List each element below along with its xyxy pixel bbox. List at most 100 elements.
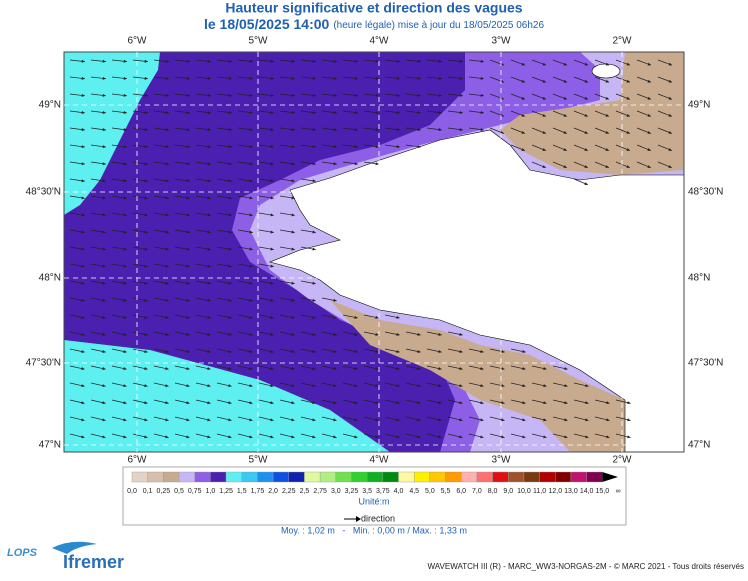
arrow-head [584, 113, 588, 117]
legend-swatch [131, 471, 148, 483]
legend-swatch [147, 471, 164, 483]
arrow-head [626, 148, 630, 151]
arrow-head [647, 79, 652, 83]
arrow-head [333, 59, 337, 63]
arrow-head [207, 128, 211, 132]
legend-swatch [241, 471, 258, 483]
arrow-head [270, 128, 274, 132]
arrow-head [564, 435, 568, 439]
arrow-head [165, 349, 169, 353]
arrow-head [333, 93, 337, 97]
lat-label: 49°N [688, 100, 710, 111]
arrow-head [333, 332, 337, 336]
arrow-head [312, 349, 316, 353]
arrow-head [543, 418, 547, 422]
arrow-head [375, 162, 379, 166]
arrow-head [249, 230, 253, 234]
arrow-head [606, 401, 610, 405]
arrow-head [417, 59, 421, 63]
arrow-head [522, 384, 526, 388]
arrow-head [459, 59, 463, 63]
arrow-head [186, 230, 190, 234]
arrow-head [291, 128, 295, 132]
arrow-head [102, 162, 106, 166]
arrow-head [165, 264, 169, 268]
arrow-head [81, 110, 85, 114]
arrow-head [186, 76, 190, 80]
arrow-head [375, 384, 379, 388]
arrow-head [375, 93, 379, 97]
arrow-head [144, 110, 148, 114]
arrow-head [186, 264, 190, 268]
arrow-head [291, 367, 295, 371]
arrow-head [228, 110, 232, 114]
arrow-head [207, 435, 211, 439]
arrow-head [417, 401, 421, 405]
arrow-head [228, 59, 232, 63]
arrow-head [270, 110, 274, 114]
arrow-head [102, 264, 106, 268]
arrow-head [542, 79, 547, 83]
arrow-head [123, 349, 127, 353]
arrow-head [270, 162, 274, 166]
arrow-head [543, 401, 547, 405]
arrow-head [249, 349, 253, 353]
arrow-head [207, 367, 211, 371]
arrow-head [459, 128, 463, 132]
arrow-head [522, 418, 526, 422]
arrow-head [270, 401, 274, 405]
arrow-head [270, 76, 274, 80]
arrow-head [312, 230, 316, 234]
arrow-head [270, 418, 274, 422]
sea-zone [330, 300, 625, 452]
legend-label: 1,25 [219, 488, 233, 495]
arrow-head [417, 349, 421, 353]
arrow-head [81, 435, 85, 439]
arrow-head [543, 384, 547, 388]
lat-label: 48°30'N [26, 187, 61, 198]
arrow-head [543, 367, 547, 371]
arrow-head [123, 162, 127, 166]
arrow-head [605, 113, 609, 117]
legend-swatch [382, 471, 399, 483]
arrow-head [501, 418, 505, 422]
arrow-head [522, 401, 526, 405]
arrow-head [249, 247, 253, 251]
legend-label: 8,0 [488, 488, 498, 495]
arrow-head [207, 213, 211, 217]
arrow-head [375, 128, 379, 132]
arrow-head [626, 165, 630, 168]
arrow-head [102, 281, 106, 285]
arrow-head [165, 298, 169, 302]
arrow-head [459, 76, 463, 80]
arrow-head [354, 145, 358, 149]
arrow-head [647, 148, 651, 151]
arrow-head [333, 76, 337, 80]
arrow-head [102, 128, 106, 132]
arrow-head [207, 196, 211, 200]
arrow-head [81, 145, 85, 149]
arrow-head [270, 315, 274, 319]
arrow-head [584, 79, 589, 83]
lon-label: 2°W [613, 455, 633, 466]
arrow-head [81, 315, 85, 319]
arrow-head [249, 384, 253, 388]
lops-logo: LOPS [7, 547, 38, 559]
arrow-head [123, 384, 127, 388]
arrow-head [501, 401, 505, 405]
arrow-head [584, 96, 589, 100]
update-note: (heure légale) mise à jour du 18/05/2025… [333, 20, 544, 31]
arrow-head [438, 59, 442, 63]
arrow-head [144, 196, 148, 200]
arrow-head [584, 130, 588, 134]
arrow-head [480, 367, 484, 371]
arrow-head [626, 79, 631, 83]
legend-label: 0,1 [143, 488, 153, 495]
arrow-head [459, 349, 463, 353]
arrow-head [165, 59, 169, 63]
arrow-head [207, 384, 211, 388]
arrow-head [249, 298, 253, 302]
lon-label: 6°W [128, 455, 148, 466]
arrow-head [417, 384, 421, 388]
arrow-head [270, 213, 274, 217]
